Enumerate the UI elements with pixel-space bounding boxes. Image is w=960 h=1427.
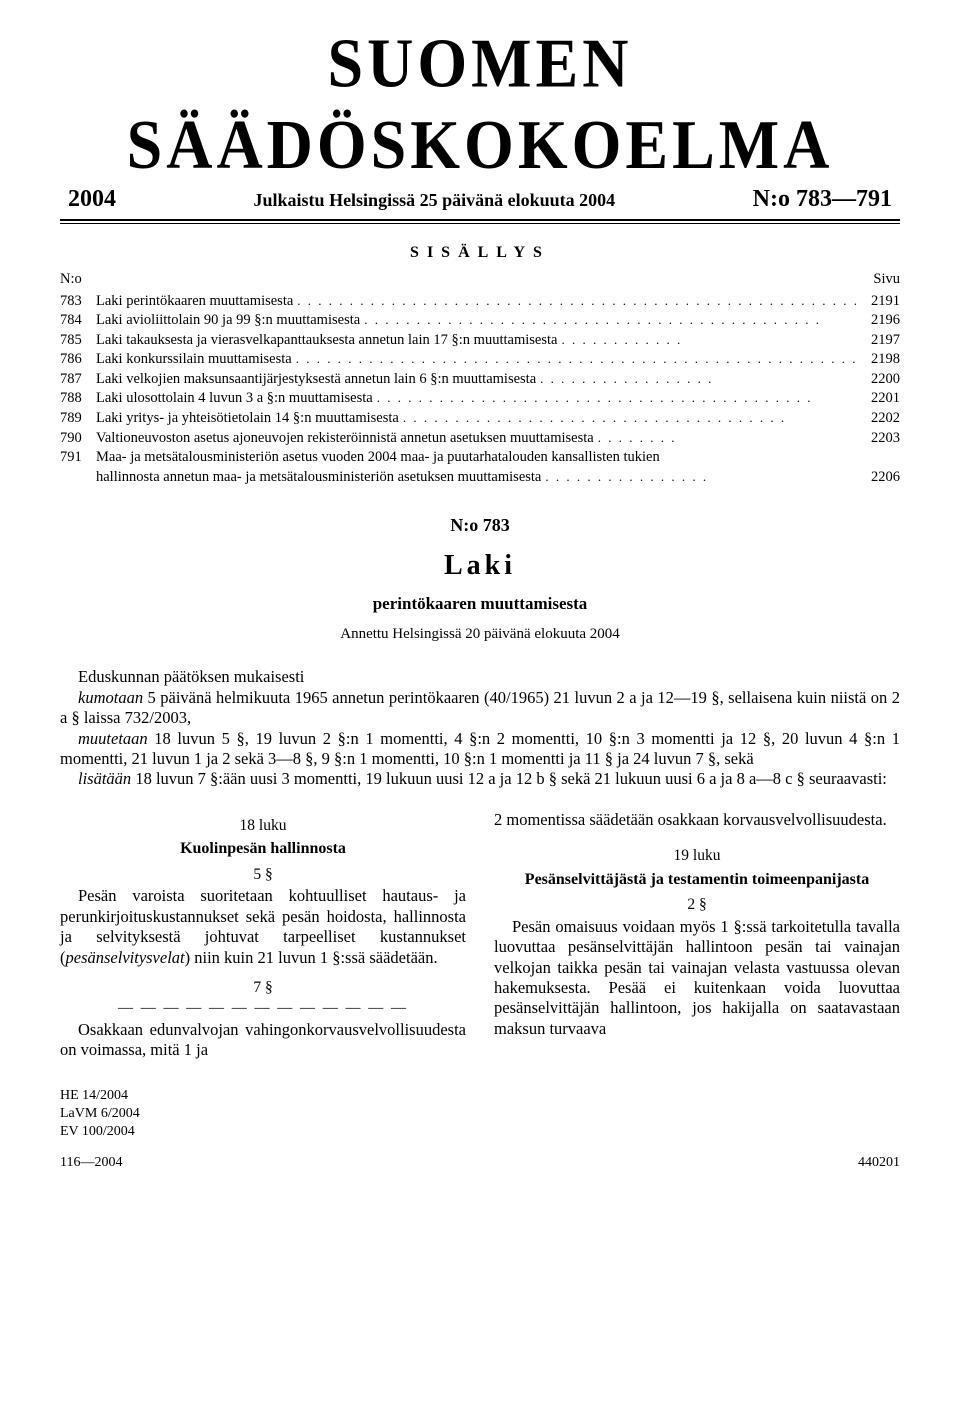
toc-page: 2196 [858,311,900,331]
footer-right: 440201 [858,1155,900,1171]
toc-text: Valtioneuvoston asetus ajoneuvojen rekis… [96,429,594,449]
published-line: Julkaistu Helsingissä 25 päivänä elokuut… [254,190,616,211]
lisataan-line: lisätään 18 luvun 7 §:ään uusi 3 momentt… [60,769,900,789]
section-label: 2 § [494,895,900,914]
toc-num: 788 [60,389,96,409]
toc-page: 2197 [858,331,900,351]
chapter-title: Pesänselvittäjästä ja testamentin toimee… [494,870,900,890]
kumotaan-text: 5 päivänä helmikuuta 1965 annetun perint… [60,688,900,727]
ref-line: EV 100/2004 [60,1123,900,1141]
section-5-text: Pesän varoista suoritetaan kohtuulliset … [60,886,466,968]
muutetaan-em: muutetaan [78,729,148,748]
toc-page: 2201 [858,389,900,409]
lisataan-text: 18 luvun 7 §:ään uusi 3 momentti, 19 luk… [131,769,887,788]
toc-num: 787 [60,370,96,390]
toc-row: 789 Laki yritys- ja yhteisötietolain 14 … [60,409,900,429]
toc-title: SISÄLLYS [60,244,900,262]
law-preamble: Eduskunnan päätöksen mukaisesti kumotaan… [60,667,900,790]
toc-page: 2198 [858,350,900,370]
law-date: Annettu Helsingissä 20 päivänä elokuuta … [60,626,900,643]
toc-dots: . . . . . . . . . . . . . . . . . . . . … [293,292,858,310]
toc-page: 2202 [858,409,900,429]
toc-text: hallinnosta annetun maa- ja metsätalousm… [96,468,541,488]
toc-dots: . . . . . . . . . . . . . . . . . [536,370,858,388]
muutetaan-line: muutetaan 18 luvun 5 §, 19 luvun 2 §:n 1… [60,729,900,770]
toc-col-page: Sivu [873,270,900,290]
footer-bottom: 116—2004 440201 [60,1155,900,1171]
ref-line: LaVM 6/2004 [60,1105,900,1123]
kumotaan-em: kumotaan [78,688,143,707]
toc-text: Laki yritys- ja yhteisötietolain 14 §:n … [96,409,399,429]
toc-text: Laki perintökaaren muuttamisesta [96,292,293,312]
toc-text: Laki ulosottolain 4 luvun 3 a §:n muutta… [96,389,373,409]
toc-num: 789 [60,409,96,429]
toc-dots: . . . . . . . . . . . . [557,331,858,349]
toc-num: 791 [60,448,96,487]
intro-line: Eduskunnan päätöksen mukaisesti [60,667,900,687]
toc-page: 2206 [858,468,900,488]
toc-page: 2203 [858,429,900,449]
toc-page: 2191 [858,292,900,312]
law-word: Laki [60,550,900,582]
toc: N:o Sivu 783 Laki perintökaaren muuttami… [60,270,900,487]
chapter-title: Kuolinpesän hallinnosta [60,839,466,859]
toc-num: 786 [60,350,96,370]
year: 2004 [68,186,116,213]
chapter-label: 19 luku [494,846,900,865]
chapter-label: 18 luku [60,816,466,835]
toc-dots: . . . . . . . . . . . . . . . . [541,468,858,486]
toc-row: 787 Laki velkojien maksunsaantijärjestyk… [60,370,900,390]
law-subject: perintökaaren muuttamisesta [60,594,900,614]
lisataan-em: lisätään [78,769,131,788]
toc-text: Maa- ja metsätalousministeriön asetus vu… [96,448,858,468]
section-7-text: Osakkaan edunvalvojan vahingonkorvausvel… [60,1020,466,1061]
toc-text: Laki takauksesta ja vierasvelkapanttauks… [96,331,557,351]
toc-row: 783 Laki perintökaaren muuttamisesta. . … [60,292,900,312]
toc-row: 786 Laki konkurssilain muuttamisesta. . … [60,350,900,370]
double-rule [60,219,900,224]
ref-line: HE 14/2004 [60,1087,900,1105]
muutetaan-text: 18 luvun 5 §, 19 luvun 2 §:n 1 momentti,… [60,729,900,768]
toc-num: 785 [60,331,96,351]
dash-line: — — — — — — — — — — — — — [60,999,466,1018]
toc-col-no: N:o [60,270,82,290]
s5-italic: pesänselvitysvelat [66,948,185,967]
toc-page: 2200 [858,370,900,390]
kumotaan-line: kumotaan 5 päivänä helmikuuta 1965 annet… [60,688,900,729]
toc-text: Laki avioliittolain 90 ja 99 §:n muuttam… [96,311,360,331]
toc-row: 790 Valtioneuvoston asetus ajoneuvojen r… [60,429,900,449]
two-column-body: 18 luku Kuolinpesän hallinnosta 5 § Pesä… [60,810,900,1061]
toc-dots: . . . . . . . . . . . . . . . . . . . . … [399,409,858,427]
toc-row: 788 Laki ulosottolain 4 luvun 3 a §:n mu… [60,389,900,409]
right-top-continuation: 2 momentissa säädetään osakkaan korvausv… [494,810,900,830]
toc-row: 785 Laki takauksesta ja vierasvelkapantt… [60,331,900,351]
toc-dots: . . . . . . . . . . . . . . . . . . . . … [292,350,858,368]
section-label: 7 § [60,978,466,997]
issue-range: N:o 783—791 [753,186,892,213]
toc-dots: . . . . . . . . [594,429,858,447]
main-title: SUOMEN SÄÄDÖSKOKOELMA [60,23,900,186]
toc-text: Laki konkurssilain muuttamisesta [96,350,292,370]
left-column: 18 luku Kuolinpesän hallinnosta 5 § Pesä… [60,810,466,1061]
toc-row: 784 Laki avioliittolain 90 ja 99 §:n muu… [60,311,900,331]
toc-dots: . . . . . . . . . . . . . . . . . . . . … [373,389,858,407]
toc-text: Laki velkojien maksunsaantijärjestyksest… [96,370,536,390]
right-column: 2 momentissa säädetään osakkaan korvausv… [494,810,900,1061]
sub-header: 2004 Julkaistu Helsingissä 25 päivänä el… [60,186,900,213]
section-label: 5 § [60,865,466,884]
toc-num: 790 [60,429,96,449]
toc-num: 783 [60,292,96,312]
toc-dots: . . . . . . . . . . . . . . . . . . . . … [360,311,858,329]
toc-num: 784 [60,311,96,331]
s5-part2: ) niin kuin 21 luvun 1 §:ssä säädetään. [185,948,438,967]
footer-refs: HE 14/2004 LaVM 6/2004 EV 100/2004 [60,1087,900,1142]
footer-left: 116—2004 [60,1155,122,1171]
section-2-text: Pesän omaisuus voidaan myös 1 §:ssä tark… [494,917,900,1040]
law-number: N:o 783 [60,515,900,536]
toc-row: 791 Maa- ja metsätalousministeriön asetu… [60,448,900,487]
